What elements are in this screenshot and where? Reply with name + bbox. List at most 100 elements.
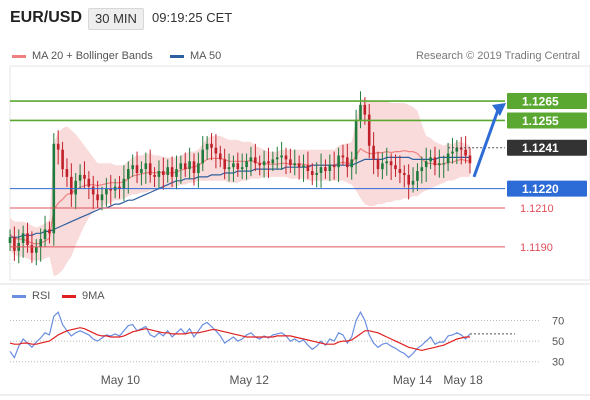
candle-body: [306, 165, 310, 171]
9ma-swatch: [62, 294, 76, 298]
current-time: 09:19:25 CET: [152, 10, 233, 25]
candle-body: [311, 171, 314, 175]
candle-body: [245, 161, 248, 168]
candle-body: [429, 157, 432, 162]
candle-body: [21, 233, 25, 243]
candle-body: [223, 159, 226, 170]
bollinger-label: MA 20 + Bollinger Bands: [32, 50, 153, 62]
candle-body: [78, 174, 82, 181]
candle-body: [433, 157, 437, 166]
candle-body: [315, 173, 318, 175]
candle-body: [385, 161, 388, 164]
candle-body: [70, 176, 73, 195]
candle-body: [459, 147, 463, 150]
candle-body: [74, 180, 77, 195]
candle-body: [140, 169, 143, 173]
ma20-line: [9, 147, 471, 245]
candle-body: [30, 245, 34, 253]
candle-body: [201, 149, 204, 164]
candle-body: [48, 229, 51, 234]
candle-body: [56, 143, 60, 150]
rsi-label: RSI: [32, 290, 51, 302]
candle-body: [227, 167, 231, 170]
candle-body: [135, 165, 139, 173]
candle-body: [403, 173, 406, 175]
candle-body: [350, 159, 353, 168]
candle-body: [424, 161, 428, 168]
candle-body: [332, 165, 336, 168]
candle-body: [91, 186, 95, 195]
candle-body: [389, 161, 393, 166]
level-tag-dark: [507, 139, 587, 156]
rsi-swatch: [12, 294, 26, 298]
candle-body: [302, 165, 305, 168]
x-tick-label: May 10: [101, 373, 141, 387]
candle-body: [105, 188, 108, 195]
candle-body: [232, 163, 235, 168]
rsi-tick-label: 50: [552, 336, 564, 348]
forecast-arrow-head: [492, 103, 506, 117]
candle-body: [127, 169, 130, 179]
candle-body: [271, 159, 275, 164]
candle-body: [416, 171, 419, 181]
candle-body: [284, 155, 288, 160]
legend-bollinger: MA 20 + Bollinger Bands: [12, 50, 153, 62]
candle-body: [293, 163, 296, 166]
candle-body: [254, 157, 257, 164]
candle-body: [319, 167, 323, 173]
candle-body: [289, 159, 292, 166]
candle-body: [166, 167, 169, 175]
candle-body: [144, 163, 148, 170]
candle-body: [442, 163, 445, 165]
candle-body: [372, 145, 375, 160]
candle-body: [328, 165, 332, 171]
rsi-tick-label: 70: [552, 315, 564, 327]
candle-body: [249, 157, 253, 162]
level-label-green: 1.1255: [522, 114, 559, 128]
copyright-notice: Research © 2019 Trading Central: [415, 50, 580, 62]
candle-body: [451, 151, 454, 154]
candle-body: [96, 194, 99, 201]
timeframe-button[interactable]: 30 MIN: [88, 8, 144, 30]
ma50-label: MA 50: [190, 50, 222, 62]
candle-body: [455, 147, 459, 152]
candle-body: [398, 169, 402, 173]
candle-body: [297, 163, 301, 168]
candle-body: [87, 178, 91, 187]
candle-body: [205, 143, 209, 150]
candle-body: [236, 163, 240, 170]
bollinger-swatch: [12, 54, 26, 58]
candle-body: [188, 161, 191, 170]
candle-body: [407, 174, 410, 185]
forecast-arrow-shaft: [472, 109, 500, 178]
candle-body: [109, 188, 112, 191]
level-label-red: 1.1190: [520, 242, 553, 254]
candle-body: [197, 163, 200, 173]
candle-body: [131, 165, 134, 170]
candle-body: [39, 239, 42, 247]
level-label-blue: 1.1220: [522, 182, 559, 196]
candle-body: [157, 171, 161, 177]
candle-body: [43, 229, 47, 240]
candle-body: [420, 167, 424, 172]
candle-body: [359, 104, 362, 121]
candle-body: [170, 167, 174, 177]
candle-body: [8, 237, 12, 243]
candle-body: [214, 147, 218, 154]
x-tick-label: May 14: [393, 373, 433, 387]
candle-body: [175, 169, 178, 177]
candle-body: [26, 233, 29, 245]
legend-ma50: MA 50: [170, 50, 221, 62]
candle-body: [280, 155, 283, 158]
candle-body: [83, 174, 86, 179]
candle-body: [262, 161, 266, 166]
ma50-line: [10, 156, 470, 238]
level-tag-green: [507, 93, 587, 110]
level-label-red: 1.1210: [520, 203, 554, 215]
candle-body: [118, 186, 121, 189]
ma50-swatch: [170, 54, 184, 58]
chart-header: EUR/USD 30 MIN 09:19:25 CET: [0, 0, 590, 36]
candle-body: [464, 149, 467, 156]
level-label-green: 1.1265: [522, 95, 559, 109]
